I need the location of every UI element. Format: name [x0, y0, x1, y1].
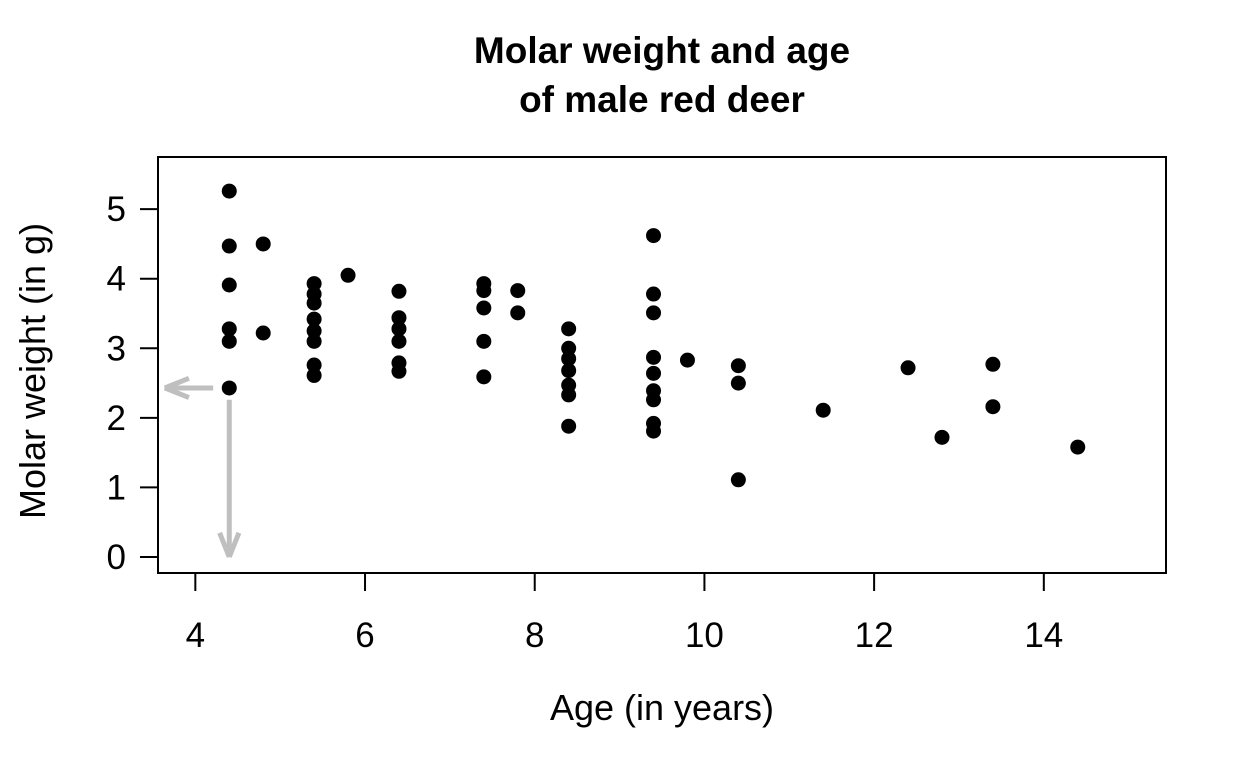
y-axis-ticks: 0 1 2 3 4 5: [107, 190, 158, 577]
data-point: [391, 310, 407, 326]
arrow-to-y-axis-head: [163, 375, 190, 391]
data-point: [646, 286, 662, 302]
data-point: [934, 429, 950, 445]
x-tick-label: 8: [525, 616, 544, 655]
data-point: [561, 418, 577, 434]
chart-title-line-1: Molar weight and age: [474, 30, 850, 71]
data-point: [221, 321, 237, 337]
x-axis-title: Age (in years): [550, 687, 774, 728]
data-point: [730, 375, 746, 391]
data-point: [510, 305, 526, 321]
x-tick-label: 12: [855, 616, 894, 655]
data-point: [679, 352, 695, 368]
data-point: [255, 236, 271, 252]
arrow-to-x-axis-head: [217, 531, 232, 558]
data-point: [306, 276, 322, 292]
data-point: [510, 283, 526, 299]
chart-title-line-2: of male red deer: [519, 79, 805, 120]
arrow-to-x-axis-head: [226, 531, 242, 558]
y-tick-label: 4: [107, 260, 126, 299]
data-point: [561, 363, 577, 379]
data-point: [255, 325, 271, 341]
data-point: [730, 358, 746, 374]
data-point: [561, 351, 577, 367]
data-point: [985, 399, 1001, 415]
data-point: [306, 311, 322, 327]
data-point: [561, 321, 577, 337]
data-point: [1070, 439, 1086, 455]
x-tick-label: 6: [355, 616, 374, 655]
y-tick-label: 5: [107, 190, 126, 229]
y-tick-label: 3: [107, 329, 126, 368]
arrow-to-y-axis-head: [163, 385, 190, 400]
y-tick-label: 0: [107, 538, 126, 577]
data-point: [221, 238, 237, 254]
data-point: [476, 369, 492, 385]
data-point: [306, 295, 322, 311]
data-points: [221, 183, 1086, 488]
data-point: [561, 340, 577, 356]
data-point: [391, 321, 407, 337]
data-point: [391, 333, 407, 349]
data-point: [221, 183, 237, 199]
data-point: [985, 356, 1001, 372]
data-point: [646, 392, 662, 408]
data-point: [221, 277, 237, 293]
data-point: [646, 228, 662, 244]
data-point: [306, 323, 322, 339]
data-point: [646, 423, 662, 439]
data-point: [340, 267, 356, 283]
y-axis-title: Molar weight (in g): [12, 223, 53, 519]
data-point: [646, 305, 662, 321]
data-point: [221, 380, 237, 396]
data-point: [561, 387, 577, 403]
data-point: [646, 365, 662, 381]
x-axis-ticks: 4 6 8 10 12 14: [186, 573, 1063, 655]
x-tick-label: 10: [685, 616, 724, 655]
x-tick-label: 14: [1024, 616, 1063, 655]
data-point: [391, 363, 407, 379]
data-point: [476, 333, 492, 349]
x-tick-label: 4: [186, 616, 205, 655]
data-point: [221, 333, 237, 349]
data-point: [815, 402, 831, 418]
data-point: [306, 367, 322, 383]
data-point: [476, 283, 492, 299]
data-point: [391, 283, 407, 299]
annotation-arrows: [163, 375, 242, 558]
data-point: [730, 472, 746, 488]
data-point: [476, 300, 492, 316]
y-tick-label: 2: [107, 399, 126, 438]
y-tick-label: 1: [107, 468, 126, 507]
data-point: [900, 360, 916, 376]
plot-box: [157, 156, 1167, 574]
data-point: [306, 357, 322, 373]
data-point: [306, 333, 322, 349]
data-point: [646, 349, 662, 365]
